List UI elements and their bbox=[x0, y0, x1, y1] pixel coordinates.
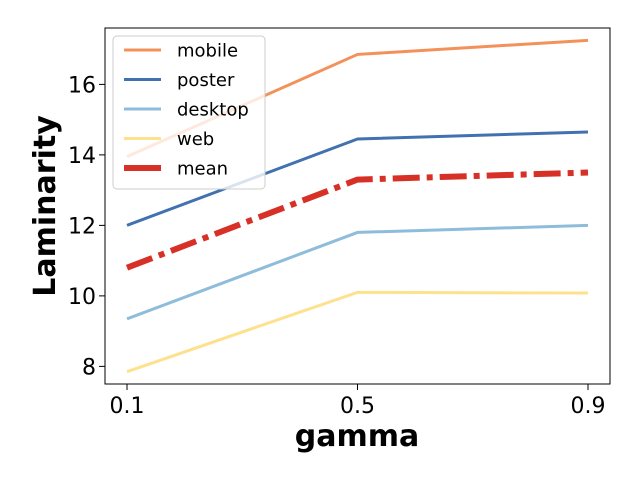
legend: mobile poster desktop web mean bbox=[112, 35, 266, 190]
x-tick-label-0-9: 0.9 bbox=[571, 394, 606, 419]
series-line-web bbox=[126, 290, 589, 374]
series-line-poster bbox=[126, 130, 589, 227]
series-line-desktop bbox=[126, 223, 589, 321]
series-line-mean bbox=[125, 169, 589, 271]
legend-box bbox=[112, 35, 266, 190]
legend-label-desktop: desktop bbox=[177, 100, 249, 121]
series-layer bbox=[125, 38, 589, 374]
x-tick-label-0-5: 0.5 bbox=[340, 394, 375, 419]
legend-label-poster: poster bbox=[177, 70, 235, 91]
legend-label-web: web bbox=[177, 129, 214, 150]
legend-label-mobile: mobile bbox=[177, 41, 238, 62]
y-axis-label: Laminarity bbox=[28, 115, 63, 297]
y-tick-label-8: 8 bbox=[82, 355, 96, 380]
y-tick-label-16: 16 bbox=[68, 73, 96, 98]
ticks-layer: 0.1 0.5 0.9 8 10 12 14 16 bbox=[68, 73, 606, 419]
y-tick-label-12: 12 bbox=[68, 214, 96, 239]
y-tick-label-10: 10 bbox=[68, 285, 96, 310]
y-tick-label-14: 14 bbox=[68, 144, 96, 169]
x-axis-label: gamma bbox=[295, 419, 419, 454]
x-tick-label-0-1: 0.1 bbox=[110, 394, 145, 419]
legend-label-mean: mean bbox=[177, 159, 228, 180]
